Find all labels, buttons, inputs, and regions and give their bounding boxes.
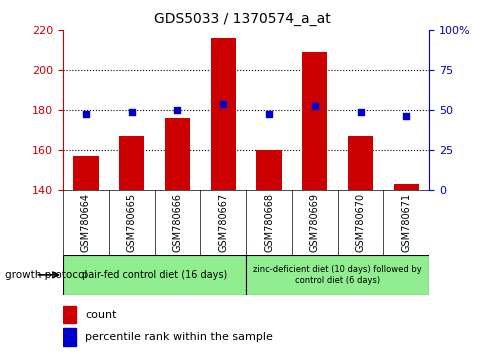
Bar [73,156,98,190]
Point [310,103,318,109]
Point [82,111,90,117]
Point [219,101,227,107]
Text: growth protocol: growth protocol [5,270,87,280]
Text: pair-fed control diet (16 days): pair-fed control diet (16 days) [82,270,227,280]
Point [356,109,363,115]
Text: GSM780670: GSM780670 [355,193,365,252]
Text: GSM780668: GSM780668 [263,193,273,252]
Bar [165,118,190,190]
Text: GDS5033 / 1370574_a_at: GDS5033 / 1370574_a_at [154,12,330,27]
Point [402,113,409,119]
Bar [63,328,76,346]
Bar [245,255,428,295]
Text: GSM780666: GSM780666 [172,193,182,252]
Point [265,111,272,117]
Bar [210,38,235,190]
Bar [63,255,245,295]
Point [173,107,181,113]
Text: GSM780669: GSM780669 [309,193,319,252]
Text: percentile rank within the sample: percentile rank within the sample [85,332,272,342]
Text: GSM780664: GSM780664 [81,193,91,252]
Text: zinc-deficient diet (10 days) followed by
control diet (6 days): zinc-deficient diet (10 days) followed b… [253,265,421,285]
Bar [393,184,418,190]
Bar [63,306,76,323]
Text: GSM780667: GSM780667 [218,193,228,252]
Bar [119,136,144,190]
Bar [347,136,372,190]
Text: GSM780665: GSM780665 [126,193,136,252]
Bar [302,52,327,190]
Text: count: count [85,309,116,320]
Text: GSM780671: GSM780671 [401,193,410,252]
Point [128,109,136,115]
Bar [256,150,281,190]
